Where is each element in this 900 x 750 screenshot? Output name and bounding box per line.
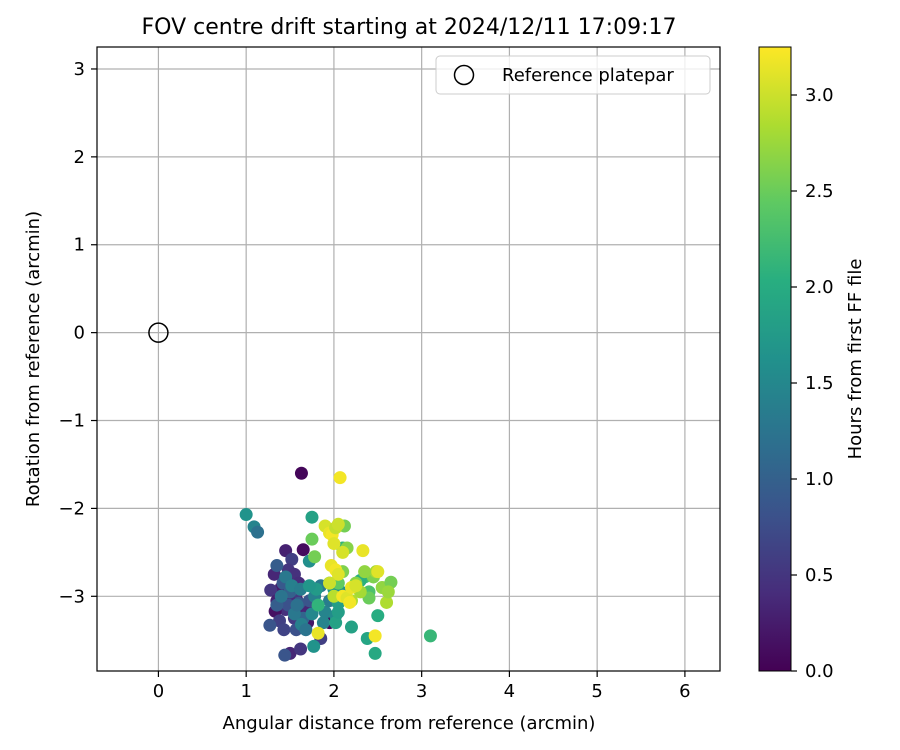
data-point: [277, 623, 291, 637]
data-point: [270, 559, 284, 573]
data-point: [296, 543, 310, 557]
data-point: [380, 595, 394, 609]
y-axis-label: Rotation from reference (arcmin): [23, 211, 44, 507]
legend-marker: [453, 64, 475, 86]
grid-lines: [97, 47, 720, 671]
y-axis-ticks: −3 −2 −1 0 1 2 3: [58, 59, 97, 607]
data-point: [368, 629, 382, 643]
legend-label: Reference platepar: [502, 65, 674, 86]
data-point: [308, 550, 322, 564]
data-point: [316, 616, 330, 630]
colorbar-tick-label: 1.0: [805, 469, 834, 490]
data-point: [349, 579, 363, 593]
x-axis-ticks: 0 1 2 3 4 5 6: [153, 671, 691, 702]
x-tick-label: 4: [504, 681, 515, 702]
scatter-points: [239, 466, 437, 662]
data-point: [294, 466, 308, 480]
x-tick-label: 1: [240, 681, 251, 702]
y-tick-label: 1: [74, 235, 85, 256]
y-tick-label: 3: [74, 59, 85, 80]
data-point: [371, 609, 385, 623]
data-point: [327, 537, 341, 551]
data-point: [274, 589, 288, 603]
y-tick-label: −2: [58, 498, 85, 519]
data-point: [278, 648, 292, 662]
colorbar-ticks: 0.0 0.5 1.0 1.5 2.0 2.5 3.0: [791, 85, 834, 682]
y-tick-label: −1: [58, 411, 85, 432]
data-point: [336, 545, 350, 559]
data-point: [368, 646, 382, 660]
legend-box: [435, 55, 711, 95]
colorbar-label: Hours from first FF file: [845, 259, 866, 460]
x-tick-label: 6: [679, 681, 690, 702]
data-point: [285, 552, 299, 566]
plot-frame: [96, 46, 721, 672]
data-point: [311, 626, 325, 640]
data-point: [344, 620, 358, 634]
colorbar: 0.0 0.5 1.0 1.5 2.0 2.5 3.0 Hours from first F…: [758, 46, 866, 682]
data-point: [251, 525, 265, 539]
reference-marker-group: [148, 322, 169, 343]
legend: Reference platepar: [435, 55, 711, 95]
chart-title: FOV centre drift starting at 2024/12/11 …: [142, 15, 677, 40]
y-tick-label: 2: [74, 147, 85, 168]
colorbar-tick-label: 0.0: [805, 661, 834, 682]
colorbar-gradient: [758, 46, 792, 672]
x-tick-label: 0: [153, 681, 164, 702]
x-tick-label: 2: [328, 681, 339, 702]
data-point: [331, 517, 345, 531]
data-point: [305, 532, 319, 546]
data-point: [302, 579, 316, 593]
y-tick-label: 0: [74, 323, 85, 344]
data-point: [331, 567, 345, 581]
colorbar-tick-label: 1.5: [805, 373, 834, 394]
colorbar-tick-label: 0.5: [805, 565, 834, 586]
colorbar-tick-label: 2.0: [805, 277, 834, 298]
data-point: [299, 623, 313, 637]
data-point: [264, 583, 278, 597]
data-point: [307, 639, 321, 653]
data-point: [263, 618, 277, 632]
y-tick-label: −3: [58, 586, 85, 607]
data-point: [329, 616, 343, 630]
x-axis-label: Angular distance from reference (arcmin): [223, 713, 596, 734]
data-point: [381, 585, 395, 599]
data-point: [294, 642, 308, 656]
data-point: [343, 595, 357, 609]
data-point: [311, 598, 325, 612]
data-point: [356, 544, 370, 558]
x-tick-label: 5: [591, 681, 602, 702]
data-point: [323, 576, 337, 590]
data-point: [333, 471, 347, 485]
data-point: [423, 629, 437, 643]
data-point: [290, 598, 304, 612]
data-point: [371, 565, 385, 579]
x-tick-label: 3: [416, 681, 427, 702]
data-point: [239, 508, 253, 522]
colorbar-tick-label: 2.5: [805, 181, 834, 202]
reference-marker: [148, 322, 169, 343]
data-point: [305, 510, 319, 524]
data-point: [331, 605, 345, 619]
data-point: [358, 565, 372, 579]
colorbar-tick-label: 3.0: [805, 85, 834, 106]
